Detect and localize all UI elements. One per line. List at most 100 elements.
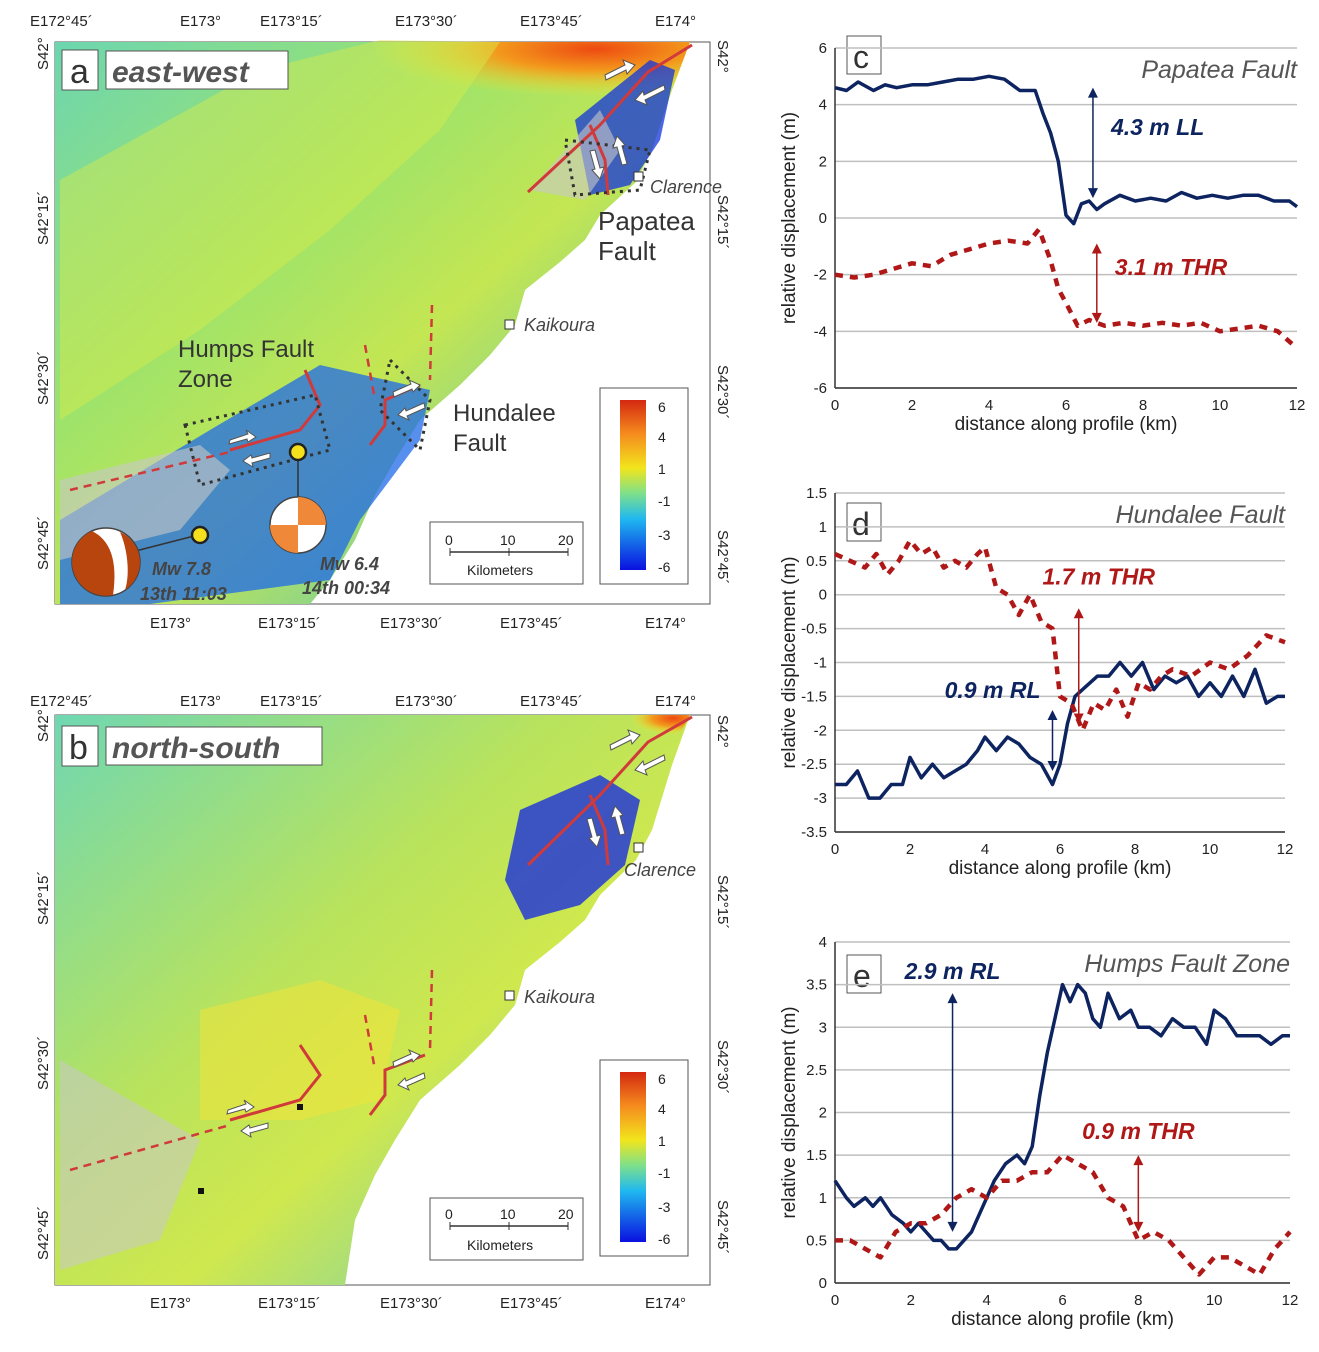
- lon-tick-label: E173°45´: [520, 693, 583, 710]
- y-tick-label: -0.5: [801, 621, 827, 638]
- epicenter-marker: [198, 1188, 204, 1194]
- lat-tick-label: S42°15´: [714, 875, 731, 929]
- y-tick-label: 0: [819, 1275, 827, 1292]
- uplift-zone: [60, 40, 500, 420]
- event-time: 13th 11:03: [140, 584, 227, 604]
- panel-title-box: [105, 50, 289, 90]
- y-tick-label: 1: [819, 1190, 827, 1207]
- panel-label: a: [70, 53, 89, 91]
- lat-tick-label: S42°: [35, 709, 52, 742]
- lon-tick-label: E173°45´: [500, 1295, 563, 1312]
- offset-arrow-head: [1073, 713, 1084, 724]
- offset-arrow-head: [1047, 760, 1058, 771]
- y-tick-label: 3.5: [806, 977, 827, 994]
- fault-label: Fault: [453, 430, 507, 457]
- profile-chart-e: e 0 0.5 1 1.5 2 2.5 3 3.5 4 0 2 4 6 8 10 12 distance alo…: [779, 934, 1299, 1330]
- series-line-red: [834, 227, 1299, 350]
- colorbar-tick: -3: [658, 527, 671, 543]
- colorbar-tick: 6: [658, 1071, 666, 1087]
- lon-tick-label: E174°: [645, 615, 686, 632]
- series-line-blue: [834, 74, 1299, 226]
- slip-arrow: [392, 1048, 421, 1068]
- fault-trace-inferred: [428, 304, 434, 381]
- y-tick-label: -1: [814, 655, 827, 672]
- y-tick-label: 1: [819, 519, 827, 536]
- x-axis-label: distance along profile (km): [951, 1309, 1174, 1330]
- lon-tick-label: E174°: [655, 693, 696, 710]
- colorbar-tick: 4: [658, 1101, 666, 1117]
- town-label: Kaikoura: [524, 315, 595, 335]
- series-line-red: [834, 538, 1286, 733]
- x-tick-label: 0: [831, 397, 839, 414]
- scale-tick-label: 0: [445, 1206, 453, 1222]
- panel-label: d: [852, 506, 870, 542]
- town-marker: [633, 842, 644, 853]
- epicenter-marker: [190, 525, 210, 545]
- x-tick-label: 12: [1277, 841, 1294, 858]
- mountain-shading: [60, 1060, 200, 1270]
- x-tick-label: 2: [906, 841, 914, 858]
- fault-label: Humps Fault: [178, 336, 314, 363]
- scale-tick-label: 20: [558, 1206, 574, 1222]
- scale-bar-box: [429, 521, 584, 585]
- town-marker: [504, 990, 515, 1001]
- slip-arrow: [397, 402, 426, 422]
- x-tick-label: 4: [981, 841, 989, 858]
- colorbar-tick: -6: [658, 559, 671, 575]
- scale-tick-label: 20: [558, 532, 574, 548]
- y-tick-label: -6: [814, 380, 827, 397]
- offset-label: 0.9 m THR: [1082, 1118, 1195, 1144]
- lon-tick-label: E173°15´: [260, 693, 323, 710]
- x-tick-label: 4: [985, 397, 993, 414]
- offset-arrow-head: [1091, 243, 1102, 254]
- papatea-fault-trace: [588, 124, 610, 196]
- slip-arrow: [226, 1099, 255, 1115]
- colorbar-tick: 4: [658, 429, 666, 445]
- offset-arrow-head: [1087, 188, 1098, 199]
- panel-label-box: [846, 954, 882, 994]
- y-tick-label: 2: [819, 1105, 827, 1122]
- papatea-fault-trace: [588, 794, 610, 866]
- series-line-red: [835, 1152, 1292, 1277]
- colorbar-tick: -1: [658, 1165, 671, 1181]
- lon-tick-label: E173°30´: [395, 693, 458, 710]
- panel-label-box: [846, 35, 882, 75]
- y-tick-label: -2: [814, 267, 827, 284]
- lon-tick-label: E173°: [180, 13, 221, 30]
- panel-label: e: [853, 958, 871, 994]
- lat-tick-label: S42°30´: [714, 1040, 731, 1094]
- x-tick-label: 2: [907, 1292, 915, 1309]
- y-tick-label: 4: [819, 934, 827, 951]
- lon-tick-label: E173°: [180, 693, 221, 710]
- offset-arrow-head: [1133, 1221, 1144, 1232]
- displacement-highlight: [55, 42, 690, 180]
- lon-tick-label: E173°15´: [258, 615, 321, 632]
- epicenter-marker: [288, 442, 308, 462]
- x-tick-label: 6: [1058, 1292, 1066, 1309]
- slip-arrow: [634, 84, 666, 106]
- colorbar-tick: -3: [658, 1199, 671, 1215]
- lat-tick-label: S42°45´: [714, 1200, 731, 1254]
- lat-tick-label: S42°: [714, 715, 731, 748]
- panel-label: b: [69, 729, 88, 767]
- y-tick-label: 2.5: [806, 1062, 827, 1079]
- y-tick-label: -1.5: [801, 688, 827, 705]
- offset-label: 4.3 m LL: [1110, 114, 1204, 140]
- papatea-block: [505, 775, 640, 920]
- profile-chart-c: c -6 -4 -2 0 2 4 6 0 2 4 6 8 10 12 distance along prof…: [779, 35, 1305, 435]
- epicenter-marker: [297, 1104, 303, 1110]
- x-tick-label: 6: [1062, 397, 1070, 414]
- x-tick-label: 8: [1139, 397, 1147, 414]
- fault-label: Hundalee: [453, 400, 556, 427]
- panel-label-box: [846, 502, 882, 542]
- scale-tick-label: 0: [445, 532, 453, 548]
- fault-trace-inferred: [363, 344, 377, 401]
- x-tick-label: 12: [1282, 1292, 1299, 1309]
- beachball-compression: [298, 497, 326, 525]
- y-tick-label: -3: [814, 790, 827, 807]
- slip-arrow: [228, 429, 257, 445]
- humps-fault-trace: [229, 1044, 322, 1122]
- colorbar-tick: 6: [658, 399, 666, 415]
- y-tick-label: 0: [819, 210, 827, 227]
- offset-arrow-head: [1133, 1155, 1144, 1166]
